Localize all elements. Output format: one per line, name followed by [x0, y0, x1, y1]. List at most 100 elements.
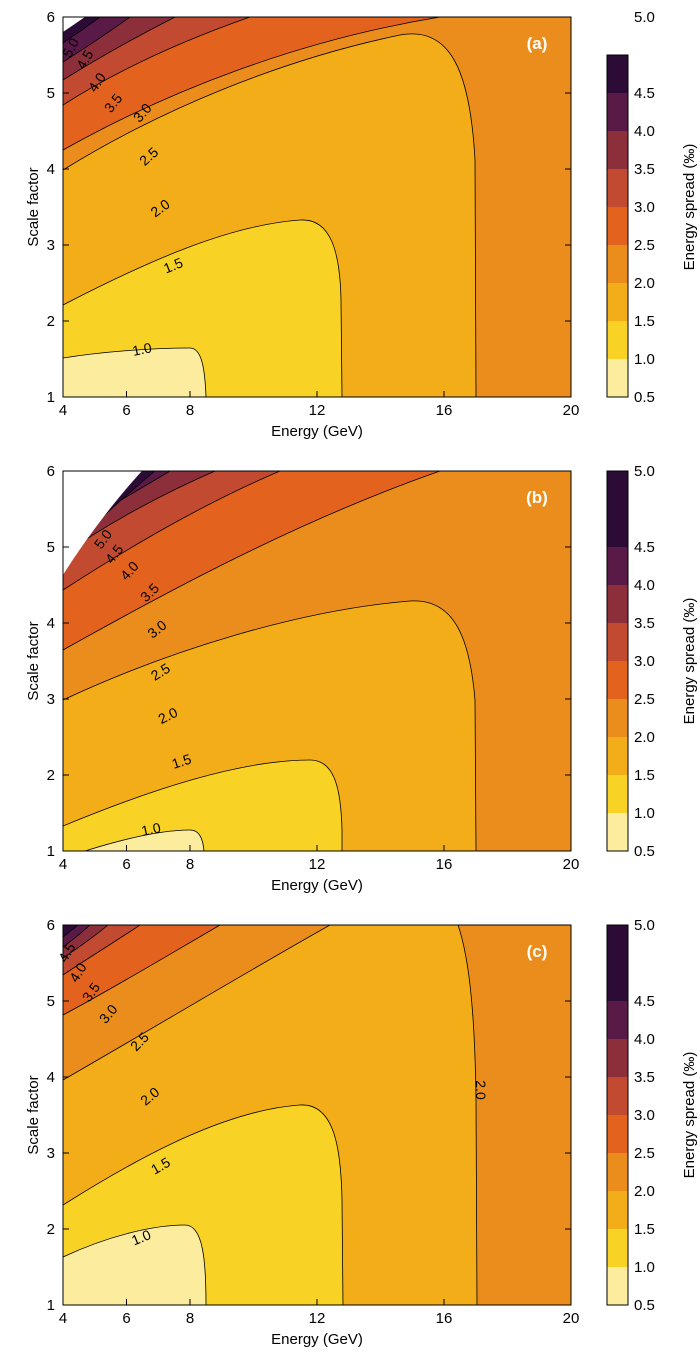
panel-c-colorbar-tick: 1.5 — [634, 1221, 655, 1238]
panel-c-plot-area — [63, 925, 571, 1305]
panel-c-y-tick: 4 — [47, 1069, 55, 1086]
panel-b-colorbar-tick: 3.5 — [634, 615, 655, 632]
panel-b-y-tick: 4 — [47, 615, 55, 632]
panel-c-colorbar-band — [607, 1077, 628, 1115]
panel-c: 1.0 1.5 2.0 2.5 3.0 3.5 4.0 4.5 2.0 (c) … — [25, 917, 698, 1348]
panel-c-colorbar-tick: 5.0 — [634, 917, 655, 934]
panel-b-tag: (b) — [526, 488, 548, 507]
panel-b-x-tick: 4 — [59, 856, 67, 873]
panel-a-colorbar-tick: 1.5 — [634, 313, 655, 330]
panel-a-y-tick: 4 — [47, 161, 55, 178]
panel-a-x-tick: 4 — [59, 402, 67, 419]
panel-a-x-tick: 20 — [563, 402, 580, 419]
panel-c-x-tick: 6 — [122, 1310, 130, 1327]
panel-a-x-tick: 6 — [122, 402, 130, 419]
panel-b-band-1.0 — [63, 759, 343, 851]
panel-a-axes: 4 6 8 12 16 20 1 2 3 4 5 6 Energy (GeV) … — [25, 9, 579, 440]
panel-a-colorbar-tick: 1.0 — [634, 351, 655, 368]
panel-c-colorbar-tick: 3.5 — [634, 1069, 655, 1086]
panel-a-band-0.5 — [63, 347, 207, 397]
panel-a-colorbar-band — [607, 359, 628, 397]
panel-a-colorbar-tick: 2.5 — [634, 237, 655, 254]
panel-c-x-axis-title: Energy (GeV) — [271, 1331, 363, 1348]
panel-a-colorbar-band — [607, 207, 628, 245]
panel-c-colorbar-band — [607, 1267, 628, 1305]
panel-a-colorbar-tick: 0.5 — [634, 389, 655, 406]
panel-a-x-axis-title: Energy (GeV) — [271, 423, 363, 440]
panel-a-colorbar: 0.5 1.0 1.5 2.0 2.5 3.0 3.5 4.0 4.5 5.0 … — [606, 9, 698, 406]
panel-a-colorbar-band — [607, 245, 628, 283]
panel-a-colorbar-band — [607, 131, 628, 169]
panel-b-y-tick: 2 — [47, 767, 55, 784]
panel-a-colorbar-tick: 3.0 — [634, 199, 655, 216]
panel-c-colorbar-tick: 0.5 — [634, 1297, 655, 1314]
panel-c-colorbar-title: Energy spread (‰) — [681, 1052, 698, 1179]
panel-c-x-tick: 16 — [436, 1310, 453, 1327]
panel-c-x-tick: 4 — [59, 1310, 67, 1327]
panel-b-y-tick: 5 — [47, 539, 55, 556]
panel-c-colorbar-band — [607, 1191, 628, 1229]
panel-a-y-tick: 3 — [47, 237, 55, 254]
panel-a-colorbar-band — [607, 283, 628, 321]
panel-c-contour-label: 1.0 — [129, 1226, 153, 1248]
panel-a-plot-area — [63, 17, 571, 397]
panel-b-colorbar-band — [607, 471, 628, 547]
panel-a-colorbar-tick: 4.0 — [634, 123, 655, 140]
panel-c-colorbar-band — [607, 1039, 628, 1077]
panel-b-contour-label: 1.5 — [170, 751, 194, 772]
panel-a-contour-label: 1.5 — [161, 254, 185, 276]
panel-b-colorbar-tick: 0.5 — [634, 843, 655, 860]
panel-c-colorbar-tick: 4.0 — [634, 1031, 655, 1048]
panel-b-contour-label: 2.0 — [156, 704, 181, 727]
panel-c-colorbar-band — [607, 1229, 628, 1267]
panel-a-y-tick: 5 — [47, 85, 55, 102]
panel-a-contour-label: 1.0 — [131, 339, 154, 359]
panel-b-y-tick: 1 — [47, 843, 55, 860]
panel-a-x-tick: 12 — [309, 402, 326, 419]
panel-c-axes: 4 6 8 12 16 20 1 2 3 4 5 6 Energy (GeV) … — [25, 917, 579, 1348]
panel-b-colorbar-band — [607, 813, 628, 851]
panel-b-x-axis-title: Energy (GeV) — [271, 877, 363, 894]
panel-b-colorbar-tick: 2.0 — [634, 729, 655, 746]
panel-b-colorbar-title: Energy spread (‰) — [681, 598, 698, 725]
panel-b-colorbar-band — [607, 775, 628, 813]
panel-c-colorbar-band — [607, 925, 628, 1001]
panel-c-y-tick: 6 — [47, 917, 55, 934]
panel-b-band-0.5 — [84, 829, 205, 851]
panel-a-x-tick: 8 — [186, 402, 194, 419]
panel-a-y-tick: 6 — [47, 9, 55, 26]
panel-c-x-tick: 8 — [186, 1310, 194, 1327]
panel-a-colorbar-band — [607, 321, 628, 359]
panel-b-contour-label: 1.0 — [140, 819, 163, 839]
panel-b-axes: 4 6 8 12 16 20 1 2 3 4 5 6 Energy (GeV) … — [25, 463, 579, 894]
panel-a-y-tick: 2 — [47, 313, 55, 330]
panel-c-y-tick: 3 — [47, 1145, 55, 1162]
panel-b-colorbar-tick: 1.5 — [634, 767, 655, 784]
panel-b-colorbar-band — [607, 585, 628, 623]
panel-c-colorbar-band — [607, 1001, 628, 1039]
panel-b-colorbar-tick: 4.0 — [634, 577, 655, 594]
panel-a-band-unshaded — [63, 17, 85, 32]
panel-a-x-tick: 16 — [436, 402, 453, 419]
panel-b-x-tick: 12 — [309, 856, 326, 873]
panel-b-y-tick: 3 — [47, 691, 55, 708]
panel-c-x-tick: 20 — [563, 1310, 580, 1327]
panel-b-colorbar-tick: 3.0 — [634, 653, 655, 670]
panel-c-x-tick: 12 — [309, 1310, 326, 1327]
panel-b-colorbar-band — [607, 623, 628, 661]
panel-a-colorbar-band — [607, 55, 628, 93]
panel-c-tag: (c) — [527, 942, 548, 961]
panel-b-band-unshaded — [63, 471, 142, 575]
panel-a-colorbar-tick: 5.0 — [634, 9, 655, 26]
panel-c-colorbar: 0.5 1.0 1.5 2.0 2.5 3.0 3.5 4.0 4.5 5.0 … — [606, 917, 698, 1314]
panel-b-colorbar-tick: 1.0 — [634, 805, 655, 822]
panel-a-y-axis-title: Scale factor — [25, 167, 42, 246]
panel-b-x-tick: 16 — [436, 856, 453, 873]
panel-c-band-0.5 — [63, 1224, 207, 1305]
panel-b-plot-area — [63, 471, 571, 851]
panel-c-colorbar-tick: 2.0 — [634, 1183, 655, 1200]
panel-b-x-tick: 6 — [122, 856, 130, 873]
panel-a-colorbar-tick: 2.0 — [634, 275, 655, 292]
panel-b-colorbar-band — [607, 699, 628, 737]
